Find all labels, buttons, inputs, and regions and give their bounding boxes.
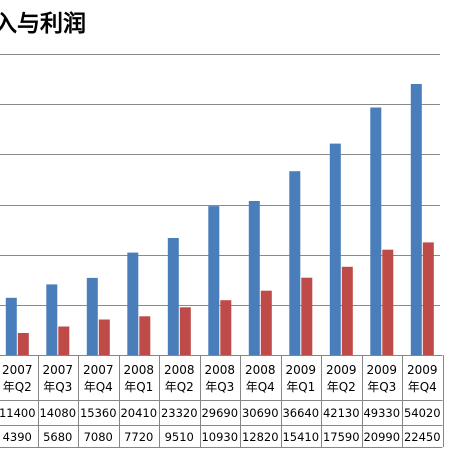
data-value-series2: 20990 bbox=[363, 430, 400, 444]
bar-series1 bbox=[329, 143, 341, 355]
data-value-series2: 9510 bbox=[165, 430, 194, 444]
bar-series2 bbox=[220, 300, 232, 355]
category-label: 2009 bbox=[407, 363, 438, 377]
data-value-series1: 29690 bbox=[201, 406, 238, 420]
category-label: 年Q1 bbox=[286, 380, 315, 394]
category-label: 年Q3 bbox=[205, 380, 234, 394]
data-value-series1: 42130 bbox=[323, 406, 360, 420]
bar-series2 bbox=[179, 307, 191, 355]
category-label: 2007 bbox=[42, 363, 73, 377]
category-label: 2008 bbox=[204, 363, 235, 377]
data-value-series1: 14080 bbox=[39, 406, 76, 420]
data-value-series1: 20410 bbox=[120, 406, 157, 420]
data-value-series1: 11400 bbox=[0, 406, 36, 420]
category-label: 2007 bbox=[2, 363, 33, 377]
data-table: 2007 年Q2 11400 4390 2007 年Q3 14080 5680 2007 年Q4 1… bbox=[0, 355, 444, 448]
data-value-series2: 7080 bbox=[84, 430, 113, 444]
bar-series1 bbox=[86, 277, 98, 355]
data-value-series2: 5680 bbox=[43, 430, 72, 444]
bar-series1 bbox=[46, 284, 58, 355]
data-value-series2: 17590 bbox=[323, 430, 360, 444]
data-value-series1: 54020 bbox=[404, 406, 441, 420]
bar-series2 bbox=[17, 333, 29, 355]
data-value-series1: 15360 bbox=[80, 406, 117, 420]
bar-series1 bbox=[167, 238, 179, 355]
category-label: 2009 bbox=[326, 363, 357, 377]
bar-series2 bbox=[341, 266, 353, 355]
data-value-series2: 12820 bbox=[242, 430, 279, 444]
data-value-series1: 36640 bbox=[282, 406, 319, 420]
data-value-series1: 49330 bbox=[363, 406, 400, 420]
category-label: 年Q2 bbox=[327, 380, 356, 394]
category-label: 2008 bbox=[123, 363, 154, 377]
category-label: 2009 bbox=[285, 363, 316, 377]
data-value-series2: 22450 bbox=[404, 430, 441, 444]
category-label: 年Q2 bbox=[165, 380, 194, 394]
bar-series2 bbox=[139, 316, 151, 355]
data-value-series2: 15410 bbox=[282, 430, 319, 444]
category-label: 2008 bbox=[245, 363, 276, 377]
category-label: 年Q4 bbox=[408, 380, 437, 394]
data-value-series1: 23320 bbox=[161, 406, 198, 420]
category-label: 2008 bbox=[164, 363, 195, 377]
data-value-series2: 10930 bbox=[201, 430, 238, 444]
bar-series1 bbox=[127, 252, 139, 355]
bar-series2 bbox=[422, 242, 434, 355]
bar-series1 bbox=[370, 107, 382, 355]
bar-series1 bbox=[208, 206, 220, 355]
bar-series1 bbox=[410, 84, 422, 355]
chart-title: 入与利润 bbox=[0, 11, 86, 37]
bar-series1 bbox=[248, 201, 260, 355]
bar-series2 bbox=[98, 319, 110, 355]
bar-series2 bbox=[58, 326, 70, 355]
bar-series2 bbox=[260, 290, 272, 355]
category-label: 年Q4 bbox=[246, 380, 275, 394]
data-value-series2: 4390 bbox=[3, 430, 32, 444]
category-label: 2009 bbox=[366, 363, 397, 377]
category-label: 2007 bbox=[83, 363, 114, 377]
bar-series2 bbox=[382, 249, 394, 355]
bars bbox=[5, 84, 434, 355]
category-label: 年Q4 bbox=[84, 380, 113, 394]
data-value-series2: 7720 bbox=[124, 430, 153, 444]
category-label: 年Q3 bbox=[367, 380, 396, 394]
bar-series1 bbox=[5, 297, 17, 355]
bar-series1 bbox=[289, 171, 301, 355]
category-label: 年Q3 bbox=[43, 380, 72, 394]
bar-series2 bbox=[301, 277, 313, 355]
category-label: 年Q2 bbox=[3, 380, 32, 394]
category-label: 年Q1 bbox=[124, 380, 153, 394]
data-value-series1: 30690 bbox=[242, 406, 279, 420]
